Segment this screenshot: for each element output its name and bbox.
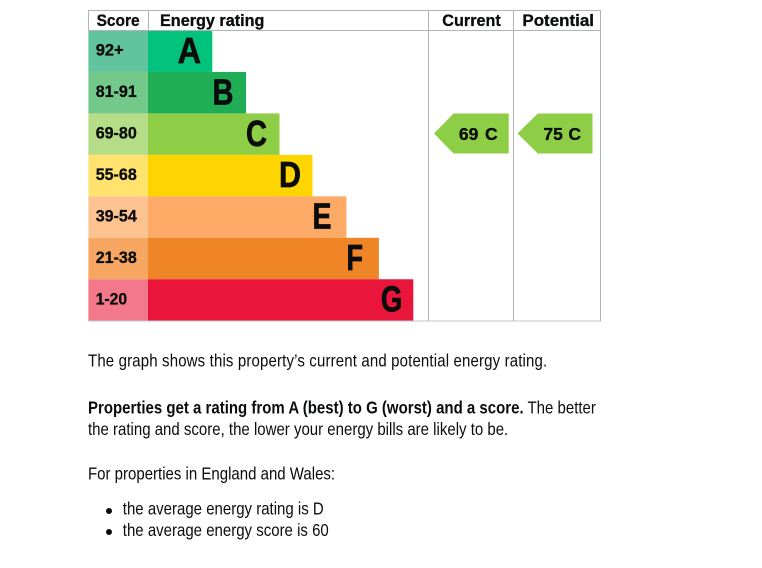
svg-text:D: D xyxy=(279,154,301,195)
svg-text:B: B xyxy=(213,71,234,112)
svg-text:55-68: 55-68 xyxy=(96,165,137,184)
svg-text:F: F xyxy=(346,237,363,278)
svg-text:21-38: 21-38 xyxy=(96,248,137,267)
svg-text:C: C xyxy=(246,113,267,154)
svg-text:69: 69 xyxy=(459,124,479,144)
svg-text:G: G xyxy=(381,279,403,320)
svg-text:92+: 92+ xyxy=(96,41,124,60)
svg-text:C: C xyxy=(485,124,498,144)
svg-text:69-80: 69-80 xyxy=(96,124,137,143)
svg-text:Score: Score xyxy=(97,11,140,30)
svg-text:Energy rating: Energy rating xyxy=(160,11,264,30)
svg-text:39-54: 39-54 xyxy=(96,207,138,226)
svg-text:C: C xyxy=(568,124,581,144)
svg-text:E: E xyxy=(313,196,332,237)
svg-text:1-20: 1-20 xyxy=(96,290,127,309)
svg-text:A: A xyxy=(178,30,201,71)
svg-text:Potential: Potential xyxy=(522,11,594,30)
svg-text:Current: Current xyxy=(442,11,501,30)
svg-text:81-91: 81-91 xyxy=(96,82,137,101)
svg-text:75: 75 xyxy=(543,124,563,144)
